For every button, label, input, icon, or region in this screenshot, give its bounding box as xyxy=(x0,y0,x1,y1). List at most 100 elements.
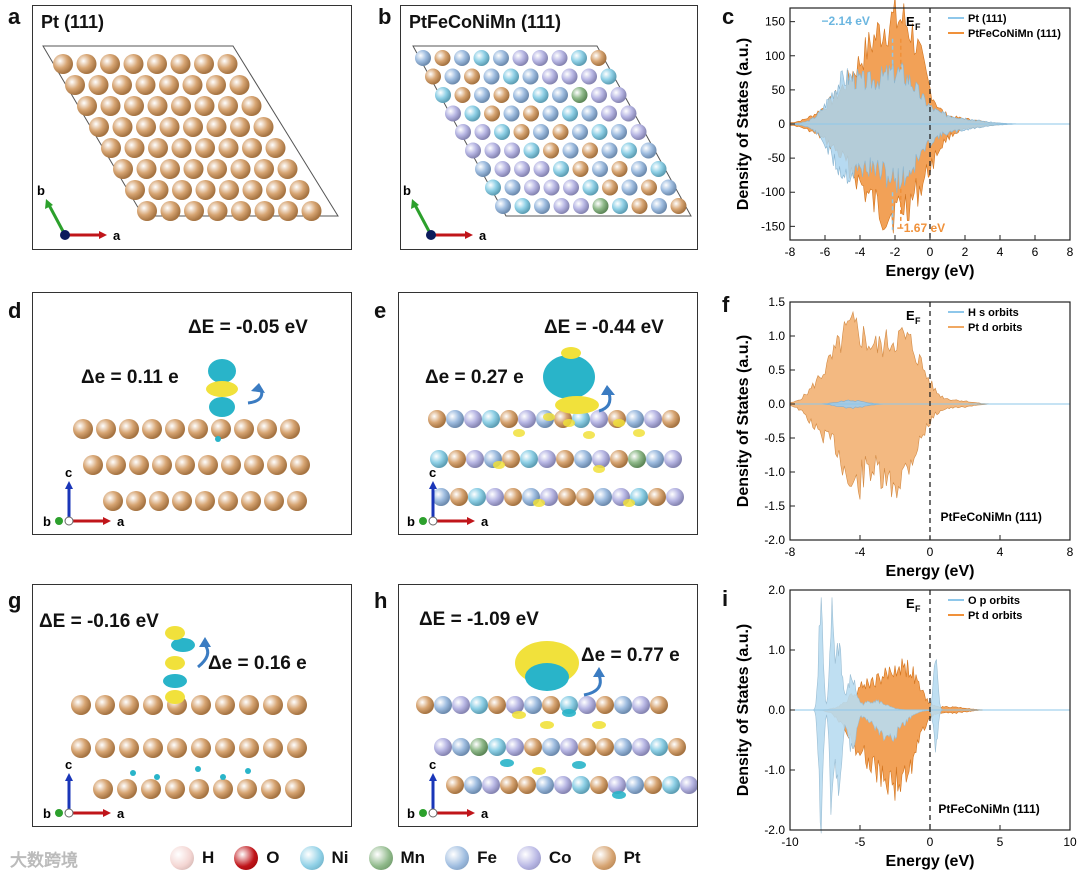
atom-pt xyxy=(502,450,520,468)
transfer-arrow-head xyxy=(251,383,265,393)
atom-co xyxy=(466,450,484,468)
atom-pt xyxy=(670,198,687,214)
atom-ni xyxy=(591,124,608,140)
atom-fe xyxy=(522,68,539,85)
atom-pt xyxy=(53,54,73,74)
atom-fe xyxy=(504,179,521,196)
x-tick-label: 0 xyxy=(927,245,934,259)
atom-co xyxy=(445,105,461,122)
atom-ni xyxy=(532,87,549,103)
atom-co xyxy=(532,50,548,66)
atom-fe xyxy=(601,142,618,159)
atom-co xyxy=(561,68,578,85)
atom-co xyxy=(504,142,520,159)
legend-label: O xyxy=(266,848,280,867)
atom-pt xyxy=(175,455,195,475)
atom-pt xyxy=(101,138,121,158)
panel-label-f: f xyxy=(722,292,730,317)
atom-pt xyxy=(241,96,262,116)
atom-pt xyxy=(71,695,91,715)
atom-ni xyxy=(562,105,578,122)
legend-label: Co xyxy=(548,848,572,867)
atom-mn xyxy=(592,198,609,214)
dos-area-op xyxy=(790,597,1070,834)
x-tick-label: 10 xyxy=(1063,835,1077,849)
atom-pt xyxy=(590,776,608,794)
annotation-surface: PtFeCoNiMn (111) xyxy=(941,510,1042,524)
x-tick-label: -2 xyxy=(890,245,901,259)
atom-pt xyxy=(582,142,598,159)
y-tick-label: -1.0 xyxy=(764,465,785,479)
atom-pt xyxy=(576,488,594,506)
fermi-label-sub: F xyxy=(915,604,921,614)
y-tick-label: 50 xyxy=(772,83,786,97)
atom-pt xyxy=(112,75,132,95)
atom-pt xyxy=(165,779,185,799)
atom-co xyxy=(553,198,570,214)
charge-accumulation-lobe xyxy=(543,413,555,421)
legend-label: Ni xyxy=(331,848,349,867)
atom-pt xyxy=(488,696,506,714)
atom-pt xyxy=(143,695,163,715)
atom-fe xyxy=(646,450,664,468)
legend-label: O p orbits xyxy=(968,595,1020,607)
legend-label: Pt (111) xyxy=(968,13,1007,25)
y-tick-label: 1.5 xyxy=(768,295,785,309)
atom-pt xyxy=(211,419,231,439)
axis-c-label: c xyxy=(65,757,72,772)
dos-chart-i: -10 -5 0 5 10 -2.0 -1.0 0.0 1.0 2.0 Energy (eV) Den… xyxy=(735,583,1077,870)
atom-pt xyxy=(165,419,185,439)
atom-ni xyxy=(560,696,578,714)
atom-co xyxy=(542,68,558,85)
atom-pt xyxy=(484,105,500,122)
atom-pt xyxy=(172,180,192,200)
atom-ni xyxy=(488,738,506,756)
atom-pt xyxy=(191,695,211,715)
atom-pt xyxy=(416,696,434,714)
legend-ball-co xyxy=(516,846,541,870)
panel-e-charge: Δe = 0.27 e xyxy=(425,367,524,388)
atom-legend: H O Ni Mn Fe Co Pt xyxy=(170,846,655,870)
atom-co xyxy=(455,124,471,140)
charge-accumulation-lobe xyxy=(533,499,545,507)
atom-co xyxy=(524,179,540,196)
axis-b-label: b xyxy=(43,806,51,821)
axis-origin xyxy=(426,230,436,240)
atom-pt xyxy=(198,455,218,475)
axis-b-arrow xyxy=(47,204,67,236)
charge-accumulation-lobe xyxy=(555,396,599,414)
atom-co xyxy=(581,68,597,85)
atom-ni xyxy=(470,696,488,714)
atom-pt xyxy=(611,161,628,177)
atom-ni xyxy=(485,179,501,196)
atom-ni xyxy=(621,142,637,159)
atom-fe xyxy=(474,87,490,103)
atom-ni xyxy=(571,50,587,66)
atom-pt xyxy=(135,75,156,95)
atom-co xyxy=(465,142,481,159)
panel-g-charge: Δe = 0.16 e xyxy=(208,653,307,674)
legend-ball-mn xyxy=(368,846,393,870)
legend-label: Pt d orbits xyxy=(968,610,1022,622)
legend-item-co: Co xyxy=(516,846,572,870)
atom-pt xyxy=(266,180,286,200)
atom-co xyxy=(608,776,626,794)
dos-area-ptd xyxy=(790,658,1070,801)
atom-pt xyxy=(149,491,169,511)
atom-pt xyxy=(552,124,569,140)
atom-fe xyxy=(611,124,627,140)
atom-co xyxy=(573,198,589,214)
axis-b-label: b xyxy=(407,806,415,821)
charge-depletion-lobe xyxy=(572,761,586,769)
atom-co xyxy=(620,105,637,122)
legend-label: H s orbits xyxy=(968,307,1019,319)
y-tick-label: -1.5 xyxy=(764,499,785,513)
y-axis-title: Density of States (a.u.) xyxy=(735,624,752,796)
axis-b-label: b xyxy=(407,514,415,529)
charge-accumulation-lobe xyxy=(165,656,185,670)
atom-pt xyxy=(183,159,204,179)
atom-pt xyxy=(237,779,257,799)
hea111-top-view: ab xyxy=(403,45,692,243)
atom-pt xyxy=(493,87,510,103)
legend-ball-fe xyxy=(445,846,470,870)
